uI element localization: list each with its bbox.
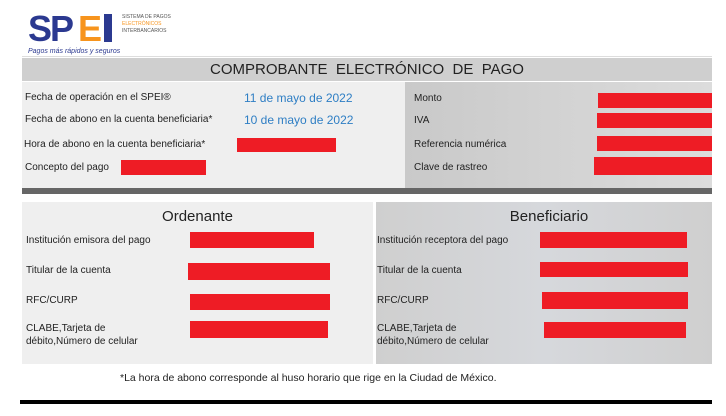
redacted-ordenante-titular (188, 263, 330, 280)
redacted-clave (594, 157, 712, 175)
beneficiario-rfc-label: RFC/CURP (377, 295, 429, 306)
redacted-iva (597, 113, 712, 128)
redacted-ordenante-institucion (190, 232, 314, 248)
footnote: *La hora de abono corresponde al huso ho… (120, 372, 497, 384)
title-bar: COMPROBANTE ELECTRÓNICO DE PAGO (22, 58, 712, 81)
redacted-monto (598, 93, 712, 108)
bottom-rule (20, 400, 712, 404)
referencia-label: Referencia numérica (414, 139, 507, 150)
logo-arrow-icon (104, 14, 112, 42)
beneficiario-institucion-label: Institución receptora del pago (377, 235, 509, 246)
logo-line-3: INTERBANCARIOS (122, 28, 167, 34)
redacted-hora (237, 138, 336, 152)
beneficiario-clabe-label: CLABE,Tarjeta de débito,Número de celula… (377, 323, 489, 347)
logo-tagline: Pagos más rápidos y seguros (28, 48, 121, 55)
logo-line-2: ELECTRÓNICOS (122, 21, 162, 27)
fecha-operacion-label: Fecha de operación en el SPEI® (25, 92, 171, 103)
logo-sp: SP (28, 8, 74, 49)
redacted-referencia (597, 136, 712, 151)
clave-label: Clave de rastreo (414, 162, 488, 173)
redacted-ordenante-rfc (190, 294, 330, 310)
fecha-abono-value: 10 de mayo de 2022 (244, 113, 354, 127)
iva-label: IVA (414, 115, 430, 126)
ordenante-institucion-label: Institución emisora del pago (26, 235, 151, 246)
redacted-beneficiario-rfc (542, 292, 688, 309)
beneficiario-titular-label: Titular de la cuenta (377, 265, 462, 276)
redacted-concepto (121, 160, 206, 175)
divider (22, 56, 712, 57)
fecha-abono-label: Fecha de abono en la cuenta beneficiaria… (25, 114, 213, 125)
redacted-beneficiario-titular (540, 262, 688, 277)
monto-label: Monto (414, 93, 442, 104)
redacted-beneficiario-clabe (544, 322, 686, 338)
logo-line-1: SISTEMA DE PAGOS (122, 14, 171, 20)
ordenante-title: Ordenante (162, 208, 233, 225)
logo-e: E (78, 8, 103, 49)
beneficiario-title: Beneficiario (509, 208, 589, 225)
info-panel-left (22, 82, 405, 188)
redacted-beneficiario-institucion (540, 232, 687, 248)
fecha-operacion-value: 11 de mayo de 2022 (244, 91, 353, 105)
hora-abono-label: Hora de abono en la cuenta beneficiaria* (24, 139, 206, 150)
concepto-label: Concepto del pago (25, 162, 109, 173)
ordenante-clabe-label: CLABE,Tarjeta de débito,Número de celula… (26, 323, 138, 347)
ordenante-titular-label: Titular de la cuenta (26, 265, 111, 276)
dark-bar (22, 188, 712, 194)
redacted-ordenante-clabe (190, 321, 328, 338)
ordenante-rfc-label: RFC/CURP (26, 295, 78, 306)
